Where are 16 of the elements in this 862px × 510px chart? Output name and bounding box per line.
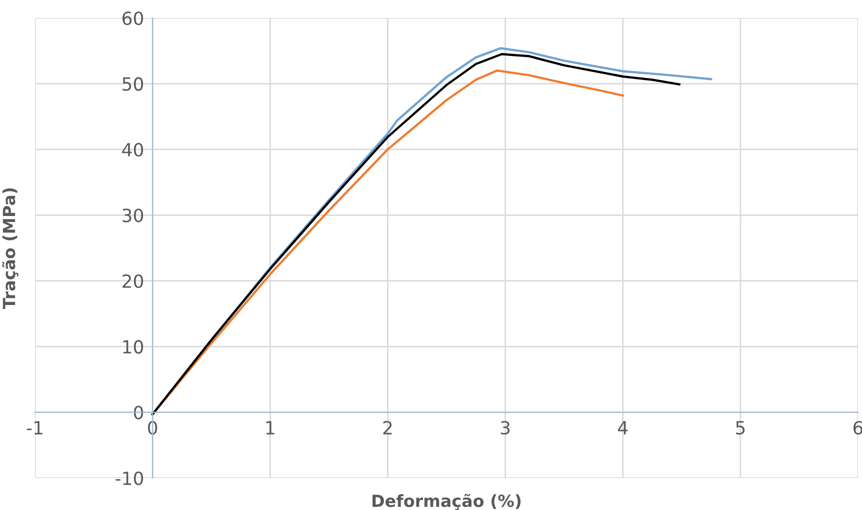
x-tick-label: 3	[500, 420, 510, 435]
y-tick-label: 10	[123, 340, 144, 354]
x-tick-label: 5	[736, 421, 745, 435]
y-tick-label: 60	[122, 11, 144, 26]
y-tick-label: 30	[122, 208, 144, 222]
y-tick-label: 50	[122, 77, 144, 91]
y-tick-label: 0	[134, 406, 144, 420]
y-tick-label: -10	[116, 471, 144, 486]
x-tick-label: 4	[618, 421, 628, 434]
y-tick-label: 40	[122, 142, 144, 157]
x-tick-label: 2	[383, 420, 392, 434]
x-tick-label: -1	[26, 421, 42, 434]
y-tick-label: 20	[122, 274, 144, 288]
x-axis-title: Deformação (%)	[372, 494, 521, 510]
y-axis-title: Tração (MPa)	[2, 188, 18, 310]
x-tick-label: 1	[266, 421, 274, 434]
